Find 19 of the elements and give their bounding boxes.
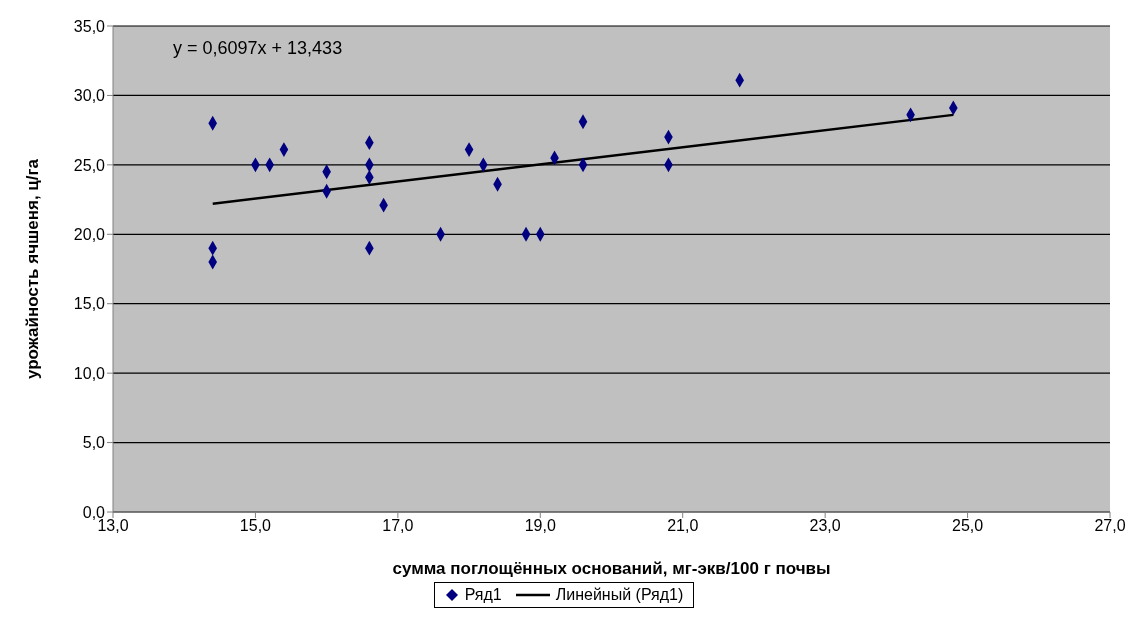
y-tick-label: 25,0 xyxy=(73,156,106,174)
x-tick-label: 27,0 xyxy=(1094,517,1126,535)
y-tick-label: 35,0 xyxy=(73,17,106,35)
x-tick-label: 21,0 xyxy=(667,517,699,535)
annotation: y = 0,6097x + 13,433 xyxy=(173,38,343,59)
y-tick-label: 5,0 xyxy=(82,434,106,452)
x-tick-label: 19,0 xyxy=(524,517,556,535)
legend-label: Ряд1 xyxy=(463,586,502,604)
y-axis-title: урожайность ячшеня, ц/га xyxy=(23,158,43,380)
x-tick-label: 23,0 xyxy=(809,517,841,535)
legend-label: Линейный (Ряд1) xyxy=(554,586,684,604)
x-tick-label: 15,0 xyxy=(239,517,272,535)
y-tick-label: 10,0 xyxy=(73,364,106,382)
x-axis-title: сумма поглощённых оснований, мг-экв/100 г почвы xyxy=(392,559,831,578)
y-tick-label: 30,0 xyxy=(73,87,106,105)
y-tick-label: 20,0 xyxy=(73,225,106,243)
x-tick-label: 17,0 xyxy=(382,517,414,535)
x-tick-label: 25,0 xyxy=(952,517,984,535)
y-tick-label: 15,0 xyxy=(73,295,106,313)
